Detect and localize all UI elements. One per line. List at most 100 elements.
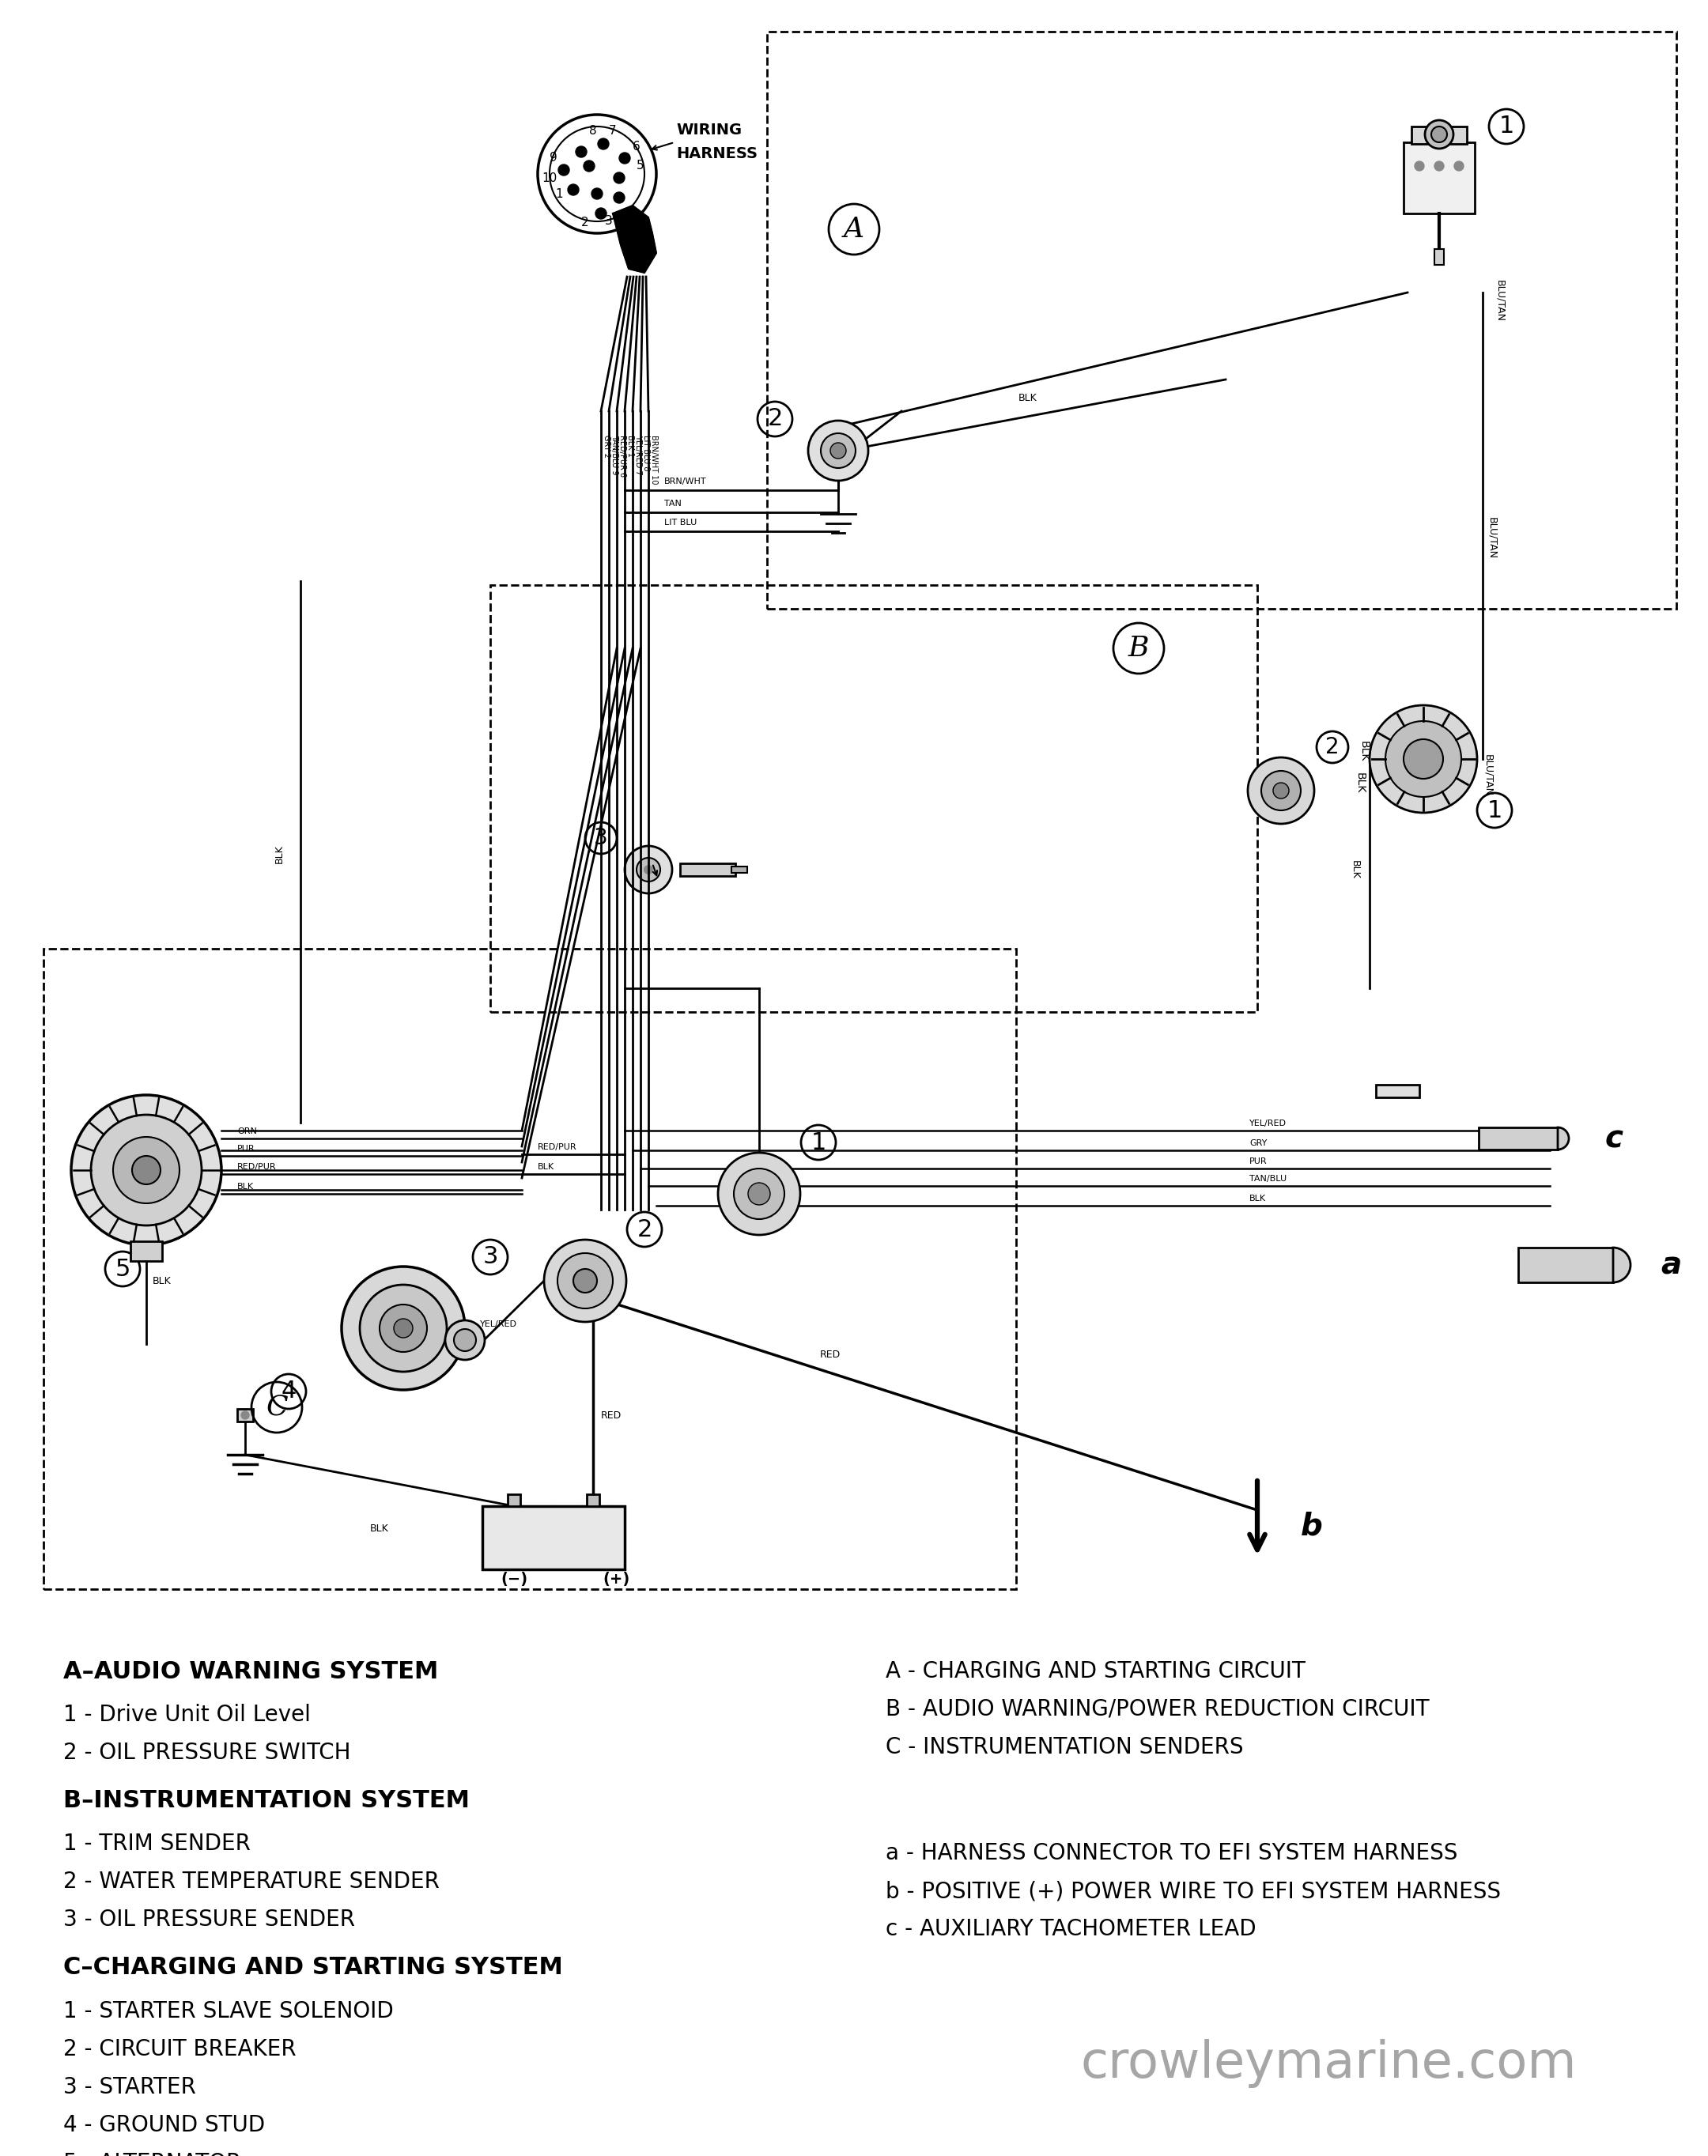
Bar <box>490 584 1257 1011</box>
Text: C–CHARGING AND STARTING SYSTEM: C–CHARGING AND STARTING SYSTEM <box>63 1955 564 1979</box>
Bar <box>1404 142 1474 213</box>
Circle shape <box>618 153 630 164</box>
Text: 5: 5 <box>637 160 644 172</box>
Circle shape <box>538 114 656 233</box>
Circle shape <box>1454 162 1464 170</box>
Circle shape <box>734 1169 784 1218</box>
Circle shape <box>598 138 608 149</box>
Text: BLK: BLK <box>1249 1194 1266 1203</box>
Text: 3 - STARTER: 3 - STARTER <box>63 2076 196 2098</box>
Circle shape <box>644 865 652 875</box>
Circle shape <box>596 207 606 220</box>
Text: PUR: PUR <box>1249 1158 1267 1166</box>
Circle shape <box>808 420 868 481</box>
Circle shape <box>360 1285 447 1371</box>
Bar <box>1411 127 1467 144</box>
Text: RED/PUR: RED/PUR <box>538 1143 577 1151</box>
Text: YEL/RED 7: YEL/RED 7 <box>634 436 642 474</box>
Bar <box>767 32 1676 608</box>
Circle shape <box>454 1328 477 1352</box>
Circle shape <box>625 845 673 893</box>
Text: 1 - Drive Unit Oil Level: 1 - Drive Unit Oil Level <box>63 1703 311 1727</box>
Text: YEL/RED: YEL/RED <box>480 1319 518 1328</box>
Text: 2: 2 <box>767 407 782 431</box>
Text: 3: 3 <box>483 1246 499 1268</box>
Text: (−): (−) <box>500 1572 528 1587</box>
Circle shape <box>591 188 603 198</box>
Text: 2 - OIL PRESSURE SWITCH: 2 - OIL PRESSURE SWITCH <box>63 1742 350 1764</box>
Text: RED: RED <box>442 1337 459 1343</box>
Polygon shape <box>613 205 656 274</box>
Text: A–AUDIO WARNING SYSTEM: A–AUDIO WARNING SYSTEM <box>63 1660 439 1684</box>
Bar <box>1377 1084 1419 1097</box>
Text: BRN/WHT: BRN/WHT <box>664 476 707 485</box>
Circle shape <box>830 442 845 459</box>
Bar <box>588 1494 600 1507</box>
Bar <box>731 867 748 873</box>
Text: b: b <box>1301 1511 1322 1542</box>
Circle shape <box>613 192 625 203</box>
Bar <box>482 1507 625 1570</box>
Text: 10: 10 <box>541 172 557 183</box>
Text: 1 - STARTER SLAVE SOLENOID: 1 - STARTER SLAVE SOLENOID <box>63 2001 393 2022</box>
Text: PUR: PUR <box>237 1145 254 1153</box>
Text: BLK: BLK <box>538 1162 555 1171</box>
Text: 2: 2 <box>637 1218 652 1242</box>
Text: 2: 2 <box>1325 735 1339 759</box>
Text: (+): (+) <box>603 1572 630 1587</box>
Bar <box>237 1408 253 1421</box>
Text: B: B <box>1129 634 1149 662</box>
Circle shape <box>637 858 661 882</box>
Text: BLK: BLK <box>1358 742 1370 761</box>
Circle shape <box>342 1266 465 1391</box>
Text: 4: 4 <box>280 1380 295 1404</box>
Circle shape <box>1414 162 1424 170</box>
Circle shape <box>91 1115 202 1225</box>
Text: RED: RED <box>820 1350 840 1360</box>
Text: ORN: ORN <box>237 1128 256 1136</box>
Text: 1: 1 <box>1488 800 1501 821</box>
Text: RED/PUR 6: RED/PUR 6 <box>618 436 627 476</box>
Circle shape <box>613 172 625 183</box>
Bar <box>680 862 736 875</box>
Text: RED: RED <box>601 1410 622 1421</box>
Circle shape <box>1249 757 1313 824</box>
Text: 3 - OIL PRESSURE SENDER: 3 - OIL PRESSURE SENDER <box>63 1908 355 1932</box>
Text: GRY 2: GRY 2 <box>603 436 610 457</box>
Text: 5: 5 <box>114 1257 130 1281</box>
Text: 4 - GROUND STUD: 4 - GROUND STUD <box>63 2113 265 2137</box>
Circle shape <box>822 433 856 468</box>
Text: 6: 6 <box>632 140 640 153</box>
Text: 2 - CIRCUIT BREAKER: 2 - CIRCUIT BREAKER <box>63 2037 295 2059</box>
Circle shape <box>557 1253 613 1309</box>
Circle shape <box>567 183 579 196</box>
Text: 2: 2 <box>581 218 589 229</box>
Text: 8: 8 <box>589 125 596 136</box>
Text: TAN/BLU: TAN/BLU <box>1249 1175 1286 1184</box>
Bar <box>130 1242 162 1261</box>
Text: BRN/WHT 10: BRN/WHT 10 <box>651 436 658 485</box>
Circle shape <box>584 160 594 172</box>
Text: BLK 1: BLK 1 <box>627 436 634 457</box>
Text: 9: 9 <box>550 153 557 164</box>
Text: BLK: BLK <box>1018 392 1037 403</box>
Text: BLU/TAN: BLU/TAN <box>1483 755 1493 796</box>
Text: crowleymarine.com: crowleymarine.com <box>1081 2040 1576 2087</box>
Circle shape <box>132 1156 161 1184</box>
Text: 3: 3 <box>594 828 608 849</box>
Text: BLU/TAN: BLU/TAN <box>1494 280 1505 321</box>
Circle shape <box>717 1153 801 1235</box>
Circle shape <box>748 1184 770 1205</box>
Bar <box>43 949 1016 1589</box>
Text: 1: 1 <box>811 1132 827 1153</box>
Text: BLK: BLK <box>152 1276 171 1285</box>
Circle shape <box>395 1319 413 1337</box>
Text: b - POSITIVE (+) POWER WIRE TO EFI SYSTEM HARNESS: b - POSITIVE (+) POWER WIRE TO EFI SYSTE… <box>886 1880 1501 1902</box>
Text: BLU/TAN: BLU/TAN <box>1486 517 1496 558</box>
Text: 1: 1 <box>1498 114 1513 138</box>
Circle shape <box>241 1412 249 1419</box>
Circle shape <box>559 164 569 175</box>
Circle shape <box>1435 162 1443 170</box>
Wedge shape <box>1558 1128 1570 1149</box>
Text: YEL/RED: YEL/RED <box>1249 1119 1286 1128</box>
